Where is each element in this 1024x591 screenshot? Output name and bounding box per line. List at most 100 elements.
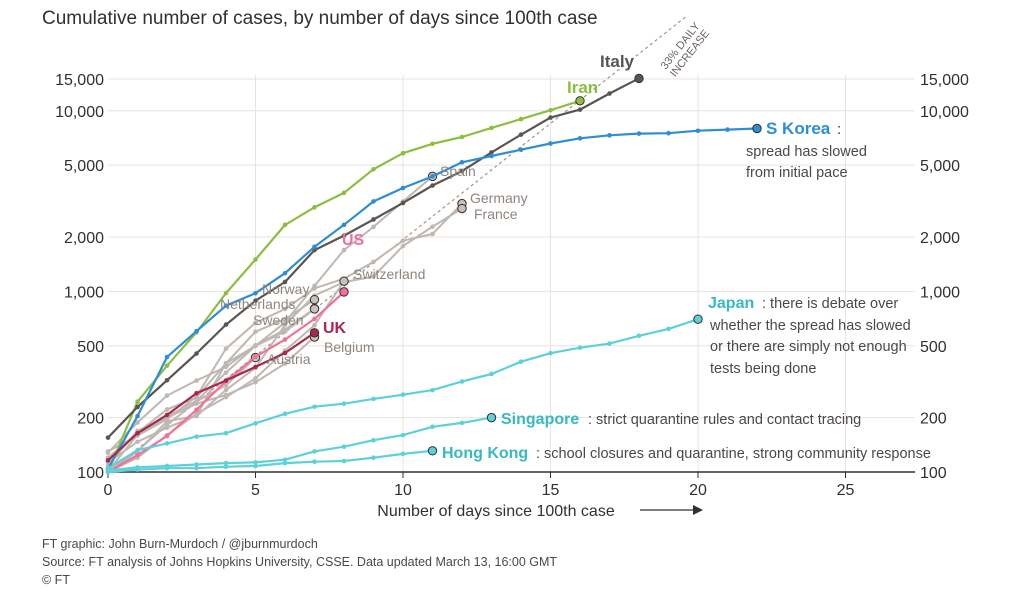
label-skorea-note-2: from initial pace [746, 165, 848, 181]
series-endpoint-hong-kong [427, 446, 438, 456]
series-point-spain [341, 247, 347, 253]
series-point-hong-kong [223, 464, 229, 469]
series-point-sweden [253, 343, 258, 349]
series-point-iran [459, 134, 465, 140]
series-point-s-korea [607, 133, 612, 138]
series-point-singapore [459, 420, 465, 426]
series-point-hong-kong [400, 451, 406, 457]
y-tick-label-right: 1,000 [920, 284, 960, 301]
series-point-netherlands [105, 450, 111, 455]
series-point-singapore [223, 460, 229, 466]
series-point-singapore [371, 437, 376, 443]
series-point-italy [577, 107, 583, 112]
series-point-uk [282, 350, 288, 356]
x-tick-label: 25 [837, 482, 855, 499]
series-point-iran [489, 125, 494, 131]
y-tick-label-right: 200 [920, 411, 947, 428]
label-austria: Austria [267, 351, 311, 367]
y-tick-label-right: 15,000 [920, 72, 969, 89]
series-point-italy [282, 279, 288, 285]
y-tick-label-left: 100 [77, 465, 104, 482]
series-endpoint-norway [309, 294, 320, 305]
series-point-hong-kong [253, 463, 258, 469]
series-point-norway [135, 439, 140, 445]
label-singapore: Singapore [501, 411, 579, 428]
x-axis-title: Number of days since 100th case [377, 503, 615, 520]
x-axis-arrow-head [693, 505, 703, 515]
y-tick-label-left: 15,000 [55, 72, 104, 89]
label-us: US [342, 232, 365, 249]
series-point-germany [371, 259, 376, 265]
series-point-iran [518, 116, 524, 122]
series-point-us [194, 407, 199, 413]
x-tick-label: 10 [394, 482, 412, 499]
label-norway: Norway [262, 281, 309, 297]
series-point-italy [371, 217, 376, 222]
series-point-s-korea [489, 153, 494, 159]
series-point-uk [164, 412, 170, 418]
series-point-japan [400, 392, 406, 397]
series-point-spain [371, 224, 376, 230]
x-tick-label: 5 [251, 482, 260, 499]
series-point-italy [135, 404, 140, 410]
y-tick-label-right: 500 [920, 339, 947, 356]
series-point-iran [253, 257, 258, 262]
series-line-spain [107, 175, 434, 459]
series-point-italy [459, 168, 465, 174]
x-tick-label: 0 [104, 482, 113, 499]
series-point-singapore [194, 462, 199, 467]
series-point-germany [223, 346, 229, 351]
series-point-japan [666, 326, 671, 332]
label-spain: Spain [440, 163, 476, 179]
y-tick-label-left: 5,000 [64, 158, 104, 175]
series-endpoint-japan [693, 314, 703, 324]
series-point-france [400, 243, 406, 249]
series-endpoint-switzerland [339, 276, 349, 286]
series-point-iran [548, 107, 553, 113]
footer-copyright: © FT [42, 573, 70, 587]
series-point-singapore [341, 444, 347, 450]
label-france: France [474, 206, 518, 222]
series-point-sweden [223, 370, 229, 375]
series-point-s-korea [430, 174, 435, 179]
series-point-s-korea [253, 290, 258, 296]
series-point-japan [164, 441, 170, 446]
series-point-norway [194, 413, 199, 418]
series-point-switzerland [312, 322, 317, 328]
series-point-s-korea [548, 141, 553, 146]
y-tick-label-left: 10,000 [55, 104, 104, 121]
series-point-s-korea [312, 244, 317, 250]
series-point-norway [253, 329, 258, 335]
y-tick-label-left: 2,000 [64, 230, 104, 247]
series-point-sweden [282, 329, 288, 334]
label-singapore-note: : strict quarantine rules and contact tr… [588, 412, 861, 428]
series-point-netherlands [164, 393, 170, 398]
series-point-singapore [253, 460, 258, 465]
series-endpoint-uk [309, 328, 320, 338]
series-point-japan [577, 345, 583, 350]
chart-title: Cumulative number of cases, by number of… [42, 8, 598, 29]
series-line-uk [107, 331, 316, 462]
series-point-iran [223, 290, 229, 296]
series-point-italy [194, 351, 199, 356]
series-point-iran [400, 150, 406, 156]
series-point-hong-kong [341, 458, 347, 464]
series-point-austria [194, 399, 199, 404]
series-endpoint-us [339, 287, 349, 297]
series-point-uk [194, 390, 199, 396]
series-point-japan [135, 447, 140, 453]
series-point-iran [312, 204, 317, 210]
series-point-uk [253, 364, 258, 370]
label-switzerland: Switzerland [353, 266, 425, 282]
series-point-japan [489, 371, 494, 377]
series-point-germany [253, 320, 258, 326]
series-point-s-korea [164, 354, 170, 360]
series-point-austria [223, 383, 229, 388]
label-skorea: S Korea [766, 119, 831, 138]
series-point-japan [223, 430, 229, 436]
series-point-italy [400, 200, 406, 206]
series-point-iran [282, 222, 288, 228]
series-point-singapore [400, 432, 406, 438]
footer: FT graphic: John Burn-Murdoch / @jburnmu… [42, 535, 557, 589]
